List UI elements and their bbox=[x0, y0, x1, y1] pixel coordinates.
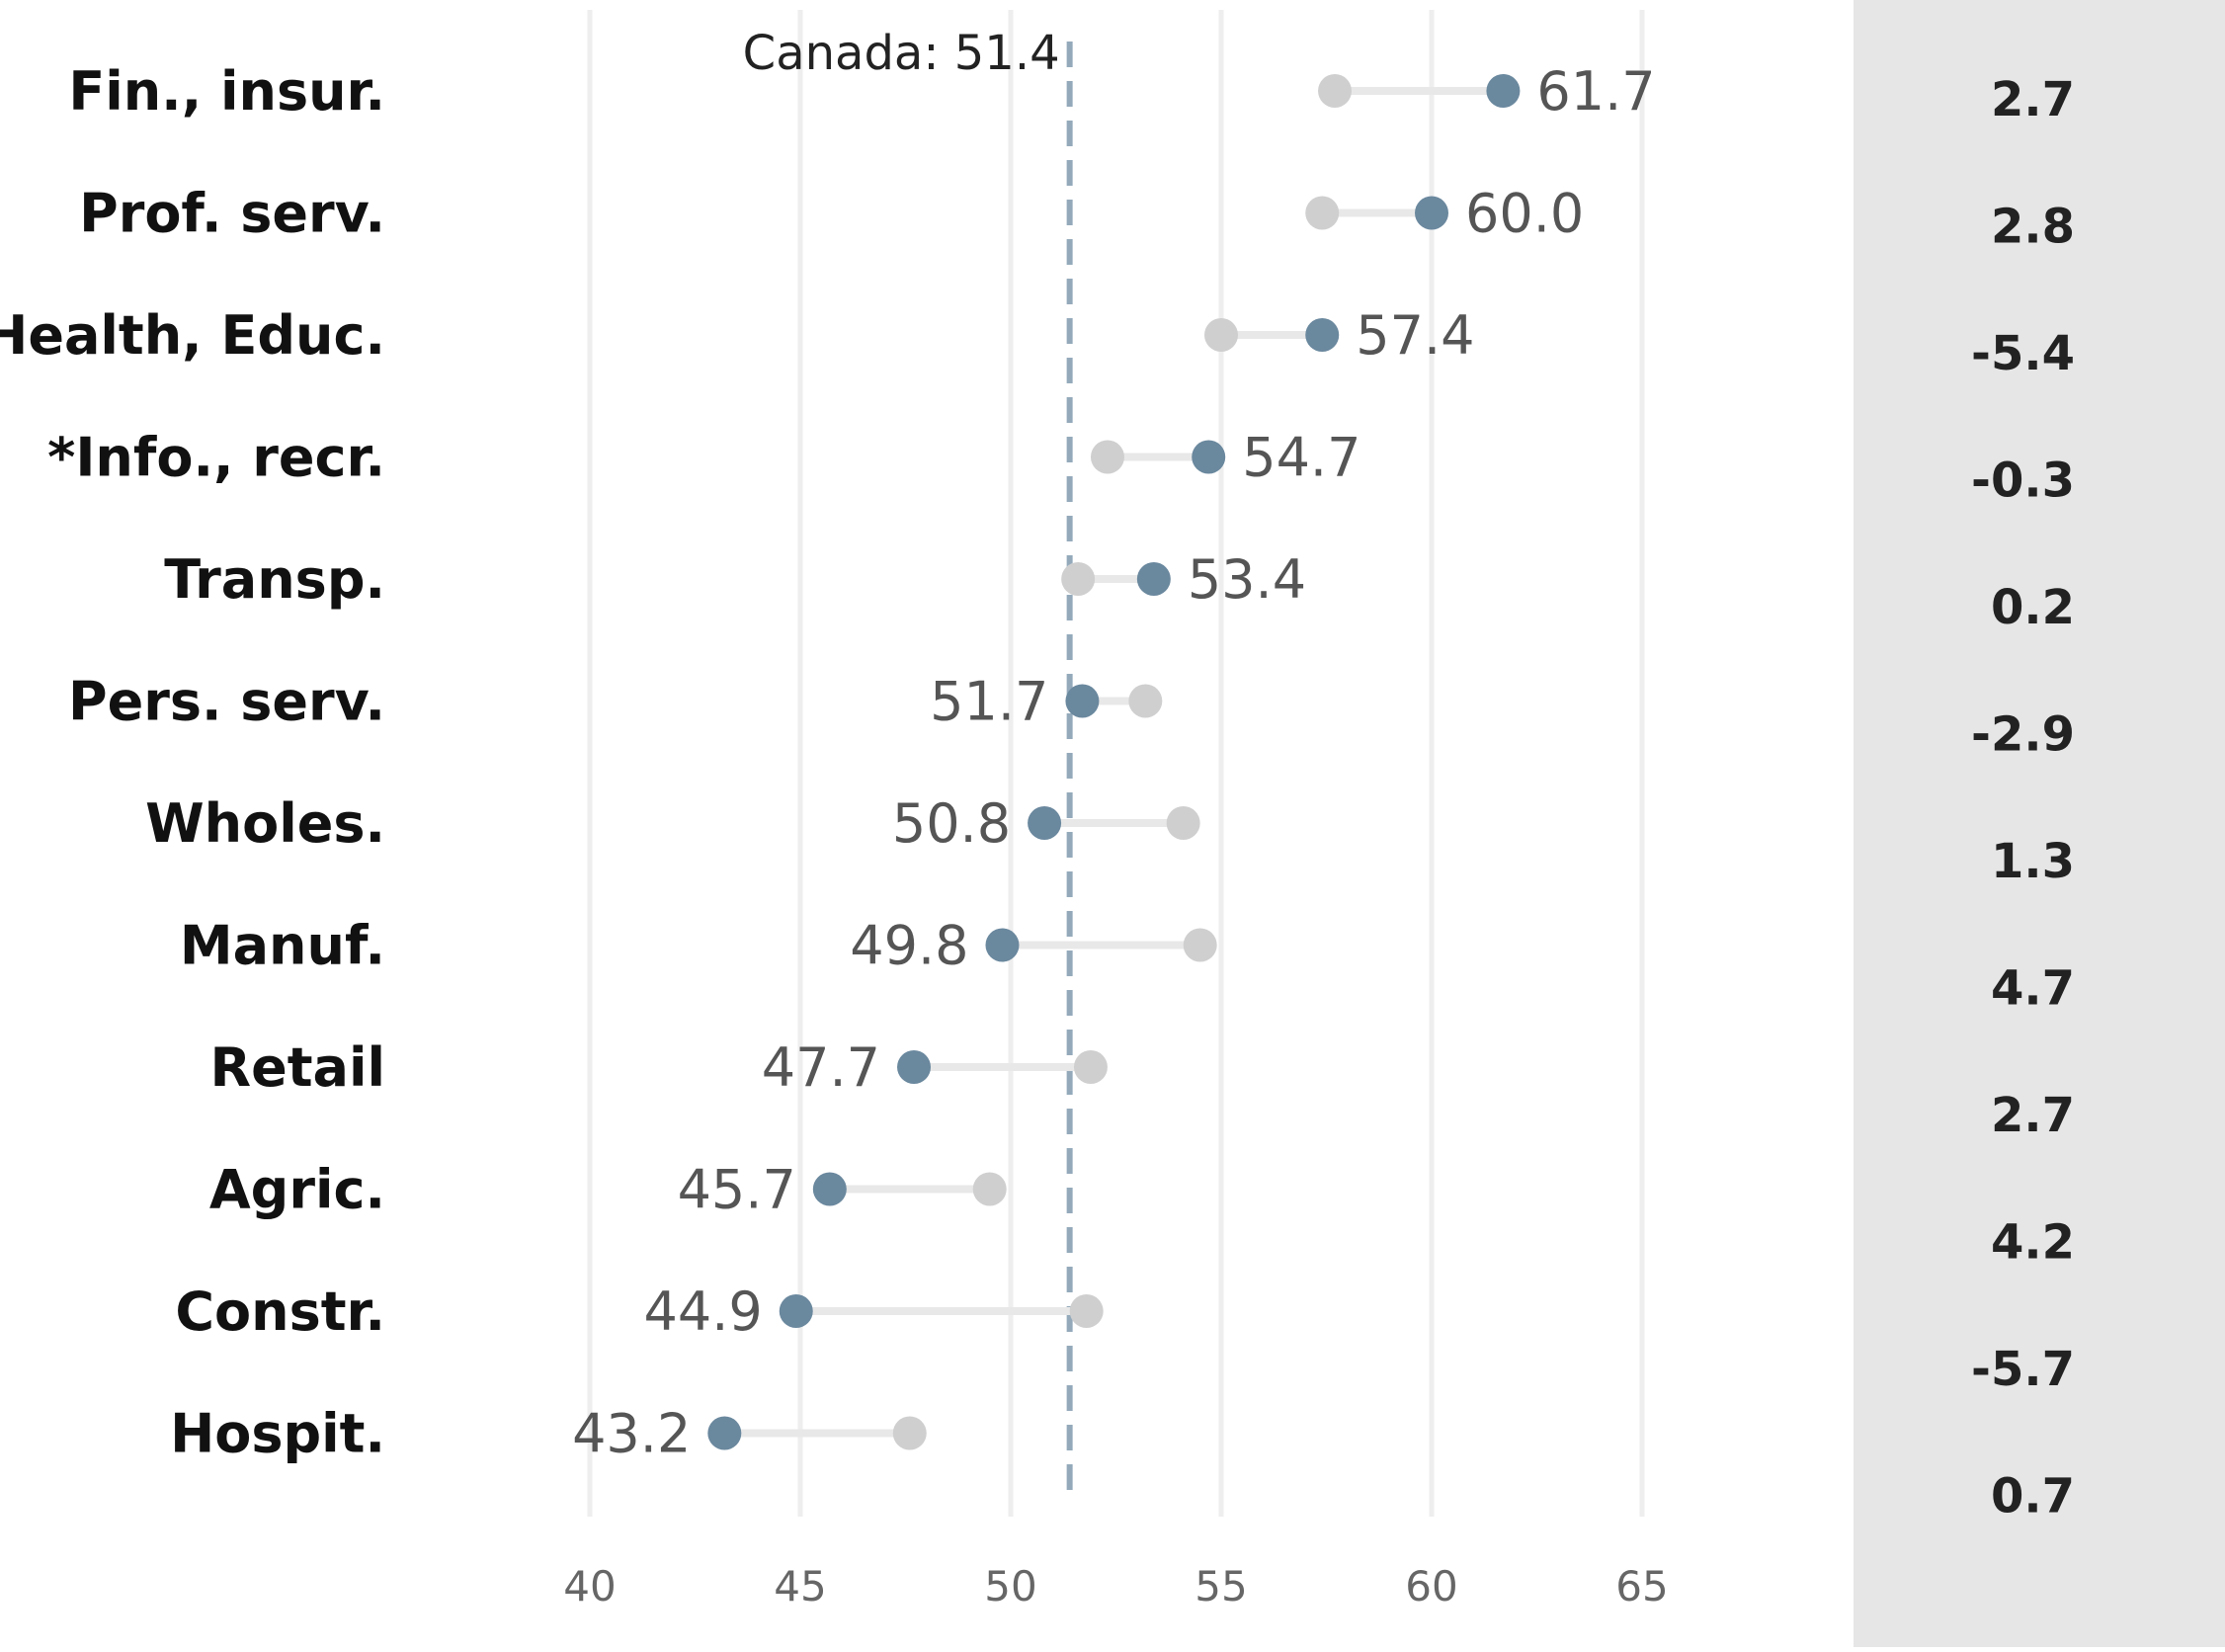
category-label: Retail bbox=[210, 1036, 385, 1099]
category-label: Agric. bbox=[209, 1159, 385, 1221]
secondary-point bbox=[1069, 1294, 1104, 1328]
chart-row: *Info., recr. 54.7 bbox=[47, 427, 1360, 489]
value-label: 43.2 bbox=[572, 1403, 691, 1465]
x-tick-label: 50 bbox=[984, 1562, 1036, 1611]
chart-row: Wholes. 50.8 bbox=[145, 792, 1200, 855]
chart-row: Manuf. 49.8 bbox=[180, 915, 1217, 977]
x-axis-ticks: 40 45 50 55 60 65 bbox=[563, 1562, 1668, 1611]
primary-point bbox=[1192, 440, 1226, 474]
category-label: Pers. serv. bbox=[68, 671, 385, 733]
side-value-label: -5.4 bbox=[1971, 326, 2075, 381]
side-value-label: -2.9 bbox=[1971, 707, 2075, 763]
side-value-label: 4.7 bbox=[1991, 961, 2075, 1017]
chart-row: Constr. 44.9 bbox=[175, 1280, 1104, 1343]
secondary-point bbox=[1061, 562, 1096, 596]
value-label: 61.7 bbox=[1536, 60, 1655, 123]
primary-point bbox=[1028, 806, 1062, 840]
value-label: 47.7 bbox=[762, 1036, 880, 1099]
primary-point bbox=[812, 1172, 847, 1206]
side-value-label: 1.3 bbox=[1991, 834, 2075, 889]
secondary-point bbox=[1305, 196, 1340, 230]
value-label: 44.9 bbox=[644, 1280, 763, 1343]
primary-point bbox=[707, 1416, 742, 1450]
value-label: 50.8 bbox=[892, 792, 1011, 855]
category-label: Hospit. bbox=[170, 1403, 385, 1465]
side-value-label: 4.2 bbox=[1991, 1215, 2075, 1271]
value-label: 53.4 bbox=[1188, 548, 1306, 611]
primary-point bbox=[1486, 74, 1521, 108]
primary-point bbox=[1136, 562, 1171, 596]
side-value-label: 2.7 bbox=[1991, 72, 2075, 127]
reference-line-label: Canada: 51.4 bbox=[743, 26, 1060, 81]
side-value-label: 0.7 bbox=[1991, 1469, 2075, 1525]
primary-point bbox=[779, 1294, 813, 1328]
side-value-label: 0.2 bbox=[1991, 580, 2075, 635]
chart-row: Retail 47.7 bbox=[210, 1036, 1108, 1099]
category-label: Transp. bbox=[164, 548, 385, 611]
chart-row: Hospit. 43.2 bbox=[170, 1403, 927, 1465]
secondary-point bbox=[972, 1172, 1007, 1206]
grid-layer bbox=[587, 10, 1645, 1517]
side-value-label: 2.7 bbox=[1991, 1088, 2075, 1143]
category-label: Fin., insur. bbox=[68, 60, 385, 123]
x-tick-label: 40 bbox=[563, 1562, 616, 1611]
category-label: Health, Educ. bbox=[0, 304, 385, 367]
chart-row: Fin., insur. 61.7 bbox=[68, 60, 1655, 123]
secondary-point bbox=[1166, 806, 1200, 840]
secondary-point bbox=[892, 1416, 927, 1450]
category-label: Wholes. bbox=[145, 792, 385, 855]
category-label: *Info., recr. bbox=[47, 427, 385, 489]
secondary-point bbox=[1073, 1050, 1108, 1084]
side-value-label: 2.8 bbox=[1991, 200, 2075, 255]
value-label: 60.0 bbox=[1465, 183, 1584, 245]
primary-point bbox=[1065, 684, 1100, 718]
side-value-label: -0.3 bbox=[1971, 454, 2075, 509]
x-tick-label: 65 bbox=[1615, 1562, 1668, 1611]
chart-row: Prof. serv. 60.0 bbox=[79, 183, 1584, 245]
primary-point bbox=[897, 1050, 932, 1084]
x-tick-label: 60 bbox=[1405, 1562, 1457, 1611]
reference-line-group: Canada: 51.4 bbox=[743, 26, 1073, 1497]
value-label: 49.8 bbox=[850, 915, 968, 977]
x-tick-label: 55 bbox=[1195, 1562, 1247, 1611]
x-tick-label: 45 bbox=[774, 1562, 826, 1611]
secondary-point bbox=[1318, 74, 1353, 108]
primary-point bbox=[1415, 196, 1448, 230]
value-label: 45.7 bbox=[678, 1159, 796, 1221]
chart-row: Health, Educ. 57.4 bbox=[0, 304, 1474, 367]
side-panel bbox=[1854, 0, 2225, 1647]
side-values-layer: 2.7 2.8 -5.4 -0.3 0.2 -2.9 1.3 4.7 2.7 4.2 -5.7 0.7 bbox=[1971, 72, 2075, 1525]
chart-row: Pers. serv. 51.7 bbox=[68, 671, 1163, 733]
primary-point bbox=[985, 928, 1020, 962]
category-label: Prof. serv. bbox=[79, 183, 385, 245]
secondary-point bbox=[1204, 318, 1238, 352]
chart-row: Transp. 53.4 bbox=[164, 548, 1306, 611]
value-label: 51.7 bbox=[930, 671, 1048, 733]
primary-point bbox=[1305, 318, 1340, 352]
secondary-point bbox=[1128, 684, 1163, 718]
category-label: Manuf. bbox=[180, 915, 385, 977]
chart-row: Agric. 45.7 bbox=[209, 1159, 1007, 1221]
secondary-point bbox=[1090, 440, 1124, 474]
secondary-point bbox=[1183, 928, 1217, 962]
category-label: Constr. bbox=[175, 1280, 385, 1343]
side-value-label: -5.7 bbox=[1971, 1342, 2075, 1397]
value-label: 54.7 bbox=[1242, 427, 1360, 489]
rows-layer: Fin., insur. 61.7 Prof. serv. 60.0 Health, E… bbox=[0, 60, 1656, 1465]
value-label: 57.4 bbox=[1356, 304, 1474, 367]
